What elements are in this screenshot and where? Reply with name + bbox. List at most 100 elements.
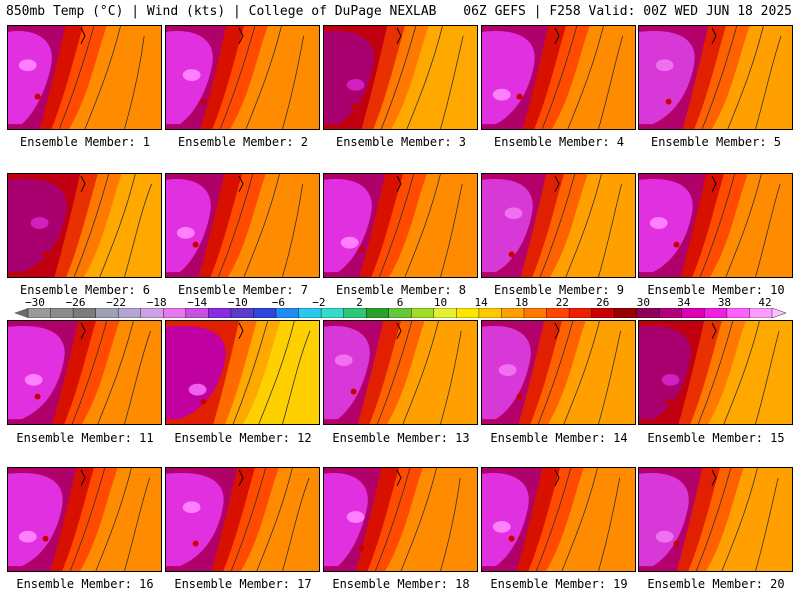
isotherm-line — [84, 26, 121, 129]
ensemble-member-label: Ensemble Member: 5 — [650, 135, 782, 149]
ensemble-member-label: Ensemble Member: 19 — [490, 577, 628, 591]
coastline — [238, 322, 244, 339]
ensemble-member-label: Ensemble Member: 15 — [647, 431, 785, 445]
isotherm-line — [58, 26, 95, 129]
coastline — [238, 469, 244, 486]
isotherm-line — [406, 26, 443, 129]
colorbar-swatch — [411, 308, 435, 318]
colorbar-swatch — [27, 308, 52, 318]
temperature-colorbar — [14, 308, 786, 318]
local-maximum — [673, 540, 680, 547]
isotherm-line — [723, 321, 760, 424]
core-heat-region — [639, 30, 695, 125]
ensemble-member-map — [7, 320, 162, 425]
colorbar-tick-label: −30 — [25, 296, 45, 309]
isotherm-line — [440, 477, 461, 571]
local-maximum — [42, 251, 49, 258]
isotherm-line — [598, 183, 623, 277]
heat-maximum — [504, 207, 523, 220]
coastline — [554, 175, 560, 192]
run-valid-time: 06Z GEFS | F258 Valid: 00Z WED JUN 18 20… — [463, 4, 792, 19]
coastline — [396, 469, 402, 486]
ensemble-member-label: Ensemble Member: 7 — [177, 283, 309, 297]
ensemble-member-map — [481, 467, 636, 572]
ensemble-member-map — [323, 320, 478, 425]
local-maximum — [200, 398, 207, 405]
isotherm-line — [535, 468, 572, 571]
isotherm-line — [755, 183, 781, 277]
local-maximum — [665, 398, 672, 405]
isotherm-line — [380, 26, 417, 129]
coastline — [396, 27, 402, 44]
map-title: 850mb Temp (°C) | Wind (kts) | College o… — [6, 4, 437, 19]
isotherm-line — [95, 468, 132, 571]
colorbar-swatch — [523, 308, 548, 318]
local-maximum — [200, 98, 207, 105]
colorbar-swatch — [613, 308, 638, 318]
colorbar-swatch — [659, 308, 683, 318]
isotherm-line — [565, 174, 602, 277]
ensemble-member-map — [481, 173, 636, 278]
heat-maximum — [340, 236, 359, 249]
core-heat-region — [482, 178, 533, 273]
heat-maximum — [346, 511, 365, 523]
colorbar-tick-label: −18 — [146, 296, 167, 309]
isotherm-line — [71, 321, 108, 424]
local-maximum — [34, 393, 41, 400]
colorbar-tick-label: −10 — [227, 296, 248, 309]
colorbar-swatch — [275, 308, 300, 318]
ensemble-member-map — [638, 320, 793, 425]
isotherm-line — [598, 35, 624, 129]
isotherm-line — [701, 26, 738, 129]
colorbar-swatch — [388, 308, 412, 318]
core-heat-region — [324, 472, 368, 567]
local-maximum — [350, 388, 357, 395]
ensemble-member-map — [7, 467, 162, 572]
colorbar-swatch — [749, 308, 773, 318]
local-maximum — [42, 535, 49, 542]
ensemble-member-label: Ensemble Member: 18 — [332, 577, 470, 591]
ensemble-member-map — [638, 173, 793, 278]
coastline — [238, 175, 244, 192]
isotherm-line — [440, 183, 463, 277]
heat-maximum — [655, 530, 674, 543]
colorbar-swatch — [343, 308, 367, 318]
ensemble-member-map — [323, 467, 478, 572]
isotherm-line — [695, 468, 732, 571]
colorbar-swatch — [546, 308, 570, 318]
isotherm-line — [282, 35, 305, 129]
isotherm-line — [258, 321, 295, 424]
isotherm-line — [256, 468, 293, 571]
heat-maximum — [188, 383, 207, 396]
temperature-field — [8, 468, 161, 571]
isotherm-line — [404, 174, 441, 277]
isotherm-line — [598, 477, 621, 571]
isotherm-line — [219, 26, 256, 129]
colorbar-swatch — [253, 308, 277, 318]
colorbar-tick-label: −6 — [271, 296, 285, 309]
heat-maximum — [182, 69, 201, 81]
heat-maximum — [655, 59, 674, 72]
colorbar-swatch — [433, 308, 458, 318]
isotherm-line — [537, 321, 574, 424]
colorbar-tick-label: 18 — [515, 296, 529, 309]
isotherm-line — [567, 26, 604, 129]
colorbar-swatch — [726, 308, 751, 318]
core-heat-region — [324, 178, 372, 273]
heat-maximum — [649, 217, 668, 229]
isotherm-line — [699, 174, 736, 277]
local-maximum — [665, 98, 672, 105]
ensemble-member-map — [7, 173, 162, 278]
colorbar-tick-label: −22 — [106, 296, 127, 309]
colorbar-low-arrow — [14, 308, 28, 318]
core-heat-region — [8, 30, 52, 125]
colorbar-tick-label: 10 — [433, 296, 448, 309]
temperature-field — [8, 174, 161, 277]
heat-maximum — [182, 501, 201, 514]
colorbar-swatch — [365, 308, 390, 318]
ensemble-member-map — [323, 173, 478, 278]
colorbar-swatch — [117, 308, 142, 318]
ensemble-member-label: Ensemble Member: 11 — [16, 431, 154, 445]
coastline — [554, 322, 560, 339]
temperature-field — [166, 321, 319, 424]
